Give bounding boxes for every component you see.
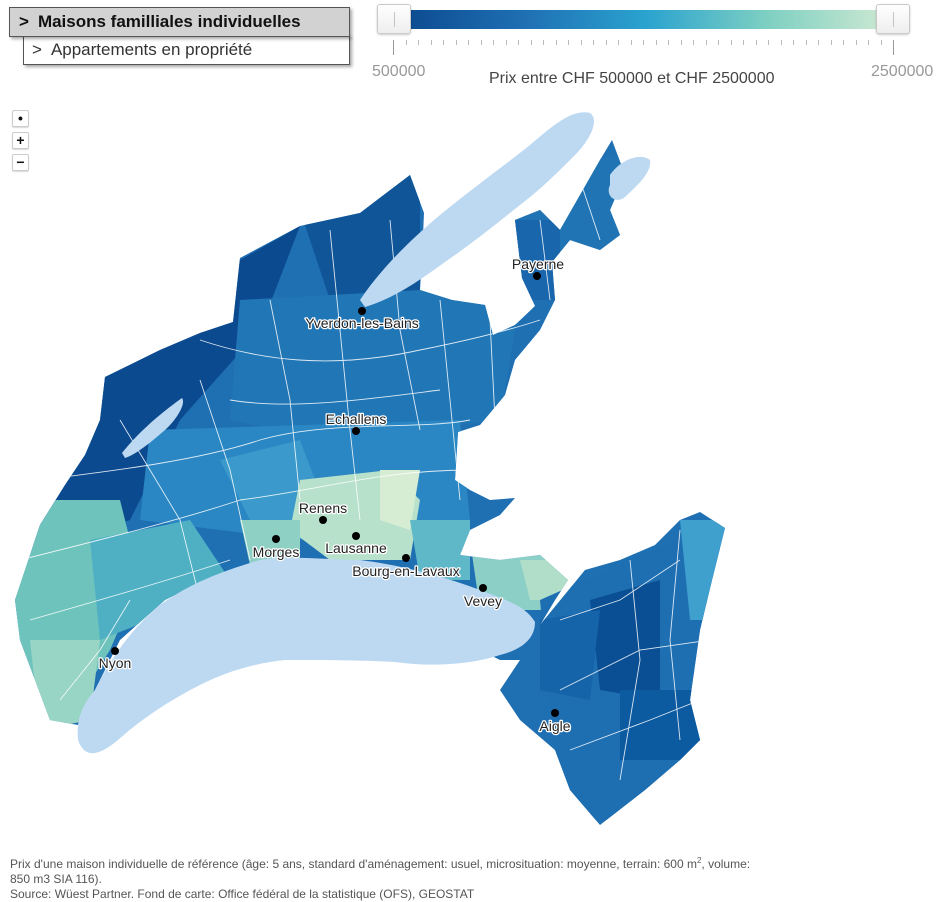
slider-tick — [430, 40, 432, 45]
city-dot-vevey[interactable] — [479, 584, 487, 592]
slider-tick — [768, 40, 769, 45]
houses-toggle[interactable]: > Maisons familliales individuelles — [9, 7, 350, 37]
city-dot-aigle[interactable] — [551, 709, 559, 717]
municipal-boundaries — [19, 179, 711, 781]
footnote-line2: 850 m3 SIA 116). — [10, 872, 102, 886]
chevron-right-icon: > — [19, 12, 29, 31]
footnote: Prix d'une maison individuelle de référe… — [10, 853, 860, 902]
slider-tick — [518, 40, 519, 45]
slider-tick — [755, 40, 757, 45]
slider-tick — [893, 40, 894, 55]
slider-tick — [505, 40, 507, 45]
zoom-reset-button[interactable]: • — [12, 110, 29, 127]
slider-tick — [630, 40, 632, 45]
price-min-label: 500000 — [372, 63, 426, 80]
slider-tick — [818, 40, 819, 45]
slider-tick — [605, 40, 607, 45]
slider-tick — [843, 40, 844, 45]
slider-tick — [793, 40, 794, 45]
price-range-title: Prix entre CHF 500000 et CHF 2500000 — [489, 70, 775, 87]
slider-tick — [830, 40, 832, 45]
slider-tick — [718, 40, 719, 45]
city-dot-yverdon[interactable] — [358, 307, 366, 315]
city-dot-bourg[interactable] — [402, 554, 410, 562]
city-label-yverdon: Yverdon-les-Bains — [305, 315, 419, 331]
city-label-echallens: Echallens — [326, 411, 387, 427]
city-label-bourg: Bourg-en-Lavaux — [352, 563, 459, 579]
price-max-label: 2500000 — [871, 63, 934, 80]
slider-tick — [405, 40, 407, 45]
superscript-2: 2 — [696, 856, 702, 865]
city-label-lausanne: Lausanne — [325, 540, 387, 556]
slider-tick — [480, 40, 482, 45]
price-slider-max-handle[interactable] — [876, 4, 910, 34]
city-label-nyon: Nyon — [99, 655, 132, 671]
lake-joux — [122, 398, 184, 458]
slider-tick — [455, 40, 457, 45]
footnote-source: Source: Wüest Partner. Fond de carte: Of… — [10, 887, 475, 901]
price-slider-min-handle[interactable] — [377, 4, 411, 34]
houses-label: Maisons familliales individuelles — [37, 12, 301, 31]
slider-tick — [643, 40, 644, 45]
slider-tick — [855, 40, 857, 45]
slider-tick — [593, 40, 594, 45]
city-label-renens: Renens — [299, 500, 347, 516]
slider-tick — [805, 40, 807, 45]
city-dot-nyon[interactable] — [111, 647, 119, 655]
slider-tick — [468, 40, 469, 45]
price-slider-track[interactable] — [401, 10, 891, 29]
slider-tick — [868, 40, 869, 45]
footnote-line1: Prix d'une maison individuelle de référe… — [10, 856, 751, 871]
slider-tick — [568, 40, 569, 45]
slider-tick — [668, 40, 669, 45]
slider-tick — [618, 40, 619, 45]
slider-tick — [530, 40, 532, 45]
city-dot-payerne[interactable] — [533, 272, 541, 280]
slider-tick — [493, 40, 494, 45]
slider-tick — [780, 40, 782, 45]
zoom-in-button[interactable]: + — [12, 132, 29, 149]
slider-tick — [655, 40, 657, 45]
city-label-aigle: Aigle — [539, 718, 570, 734]
lake-morat — [608, 156, 651, 200]
slider-tick — [705, 40, 707, 45]
slider-tick — [743, 40, 744, 45]
slider-tick — [580, 40, 582, 45]
slider-tick — [443, 40, 444, 45]
city-label-morges: Morges — [253, 544, 300, 560]
slider-tick — [555, 40, 557, 45]
city-dot-morges[interactable] — [272, 535, 280, 543]
city-label-vevey: Vevey — [464, 593, 502, 609]
slider-tick — [543, 40, 544, 45]
slider-tick — [880, 40, 882, 45]
zoom-out-button[interactable]: − — [12, 154, 29, 171]
city-dot-echallens[interactable] — [352, 427, 360, 435]
slider-tick — [393, 40, 394, 55]
slider-tick — [680, 40, 682, 45]
city-markers: Payerne Yverdon-les-Bains Echallens Renens M… — [97, 255, 572, 736]
lake-geneva — [77, 557, 536, 754]
city-label-payerne: Payerne — [512, 256, 564, 272]
lake-neuchatel — [360, 112, 595, 307]
city-dot-renens[interactable] — [319, 516, 327, 524]
city-dot-lausanne[interactable] — [352, 532, 360, 540]
apartments-label: Appartements en propriété — [50, 40, 253, 59]
chevron-right-icon: > — [32, 40, 42, 59]
slider-tick — [418, 40, 419, 45]
slider-tick — [730, 40, 732, 45]
slider-tick — [693, 40, 694, 45]
price-slider-ticks — [393, 40, 895, 58]
apartments-toggle[interactable]: > Appartements en propriété — [23, 35, 350, 65]
